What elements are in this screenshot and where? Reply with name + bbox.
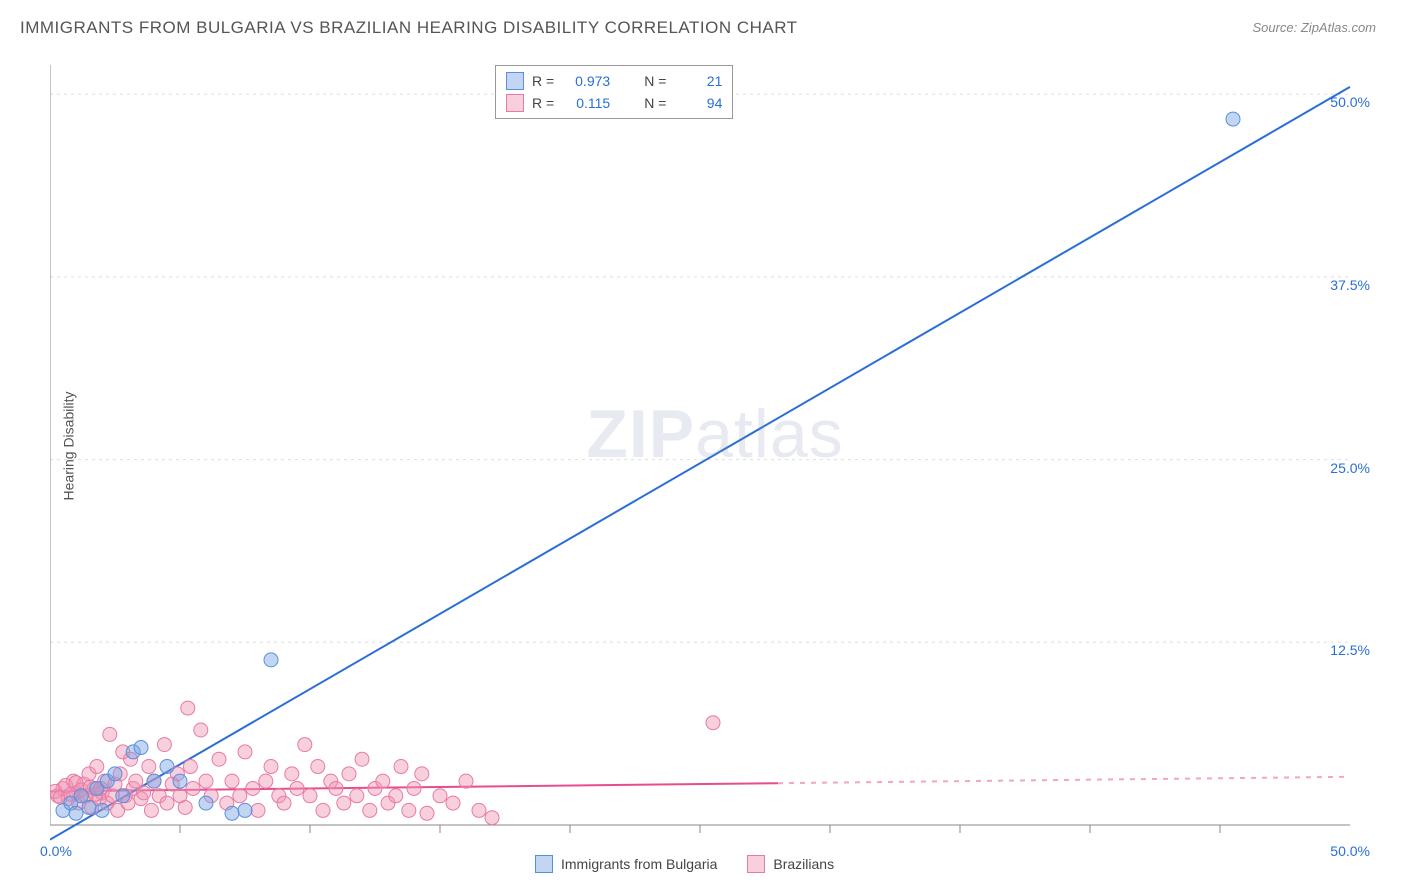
correlation-legend: R =0.973N =21R =0.115N =94 bbox=[495, 65, 733, 119]
legend-swatch bbox=[506, 72, 524, 90]
series-legend-item: Immigrants from Bulgaria bbox=[535, 855, 717, 873]
legend-swatch bbox=[535, 855, 553, 873]
legend-row: R =0.973N =21 bbox=[506, 70, 722, 92]
y-tick-label: 37.5% bbox=[1330, 277, 1370, 293]
chart-plot: ZIPatlas R =0.973N =21R =0.115N =94 12.5… bbox=[50, 55, 1380, 845]
y-tick-label: 50.0% bbox=[1330, 94, 1370, 110]
source-label: Source: ZipAtlas.com bbox=[1252, 20, 1376, 35]
x-origin-label: 0.0% bbox=[40, 843, 72, 859]
legend-swatch bbox=[747, 855, 765, 873]
y-tick-label: 25.0% bbox=[1330, 460, 1370, 476]
legend-swatch bbox=[506, 94, 524, 112]
chart-title: IMMIGRANTS FROM BULGARIA VS BRAZILIAN HE… bbox=[20, 18, 798, 38]
series-legend: Immigrants from Bulgaria Brazilians bbox=[535, 855, 834, 873]
series-name: Brazilians bbox=[773, 856, 834, 872]
series-name: Immigrants from Bulgaria bbox=[561, 856, 717, 872]
y-tick-label: 12.5% bbox=[1330, 642, 1370, 658]
scatter-svg bbox=[50, 55, 1380, 845]
x-max-label: 50.0% bbox=[1330, 843, 1370, 859]
legend-row: R =0.115N =94 bbox=[506, 92, 722, 114]
series-legend-item: Brazilians bbox=[747, 855, 834, 873]
